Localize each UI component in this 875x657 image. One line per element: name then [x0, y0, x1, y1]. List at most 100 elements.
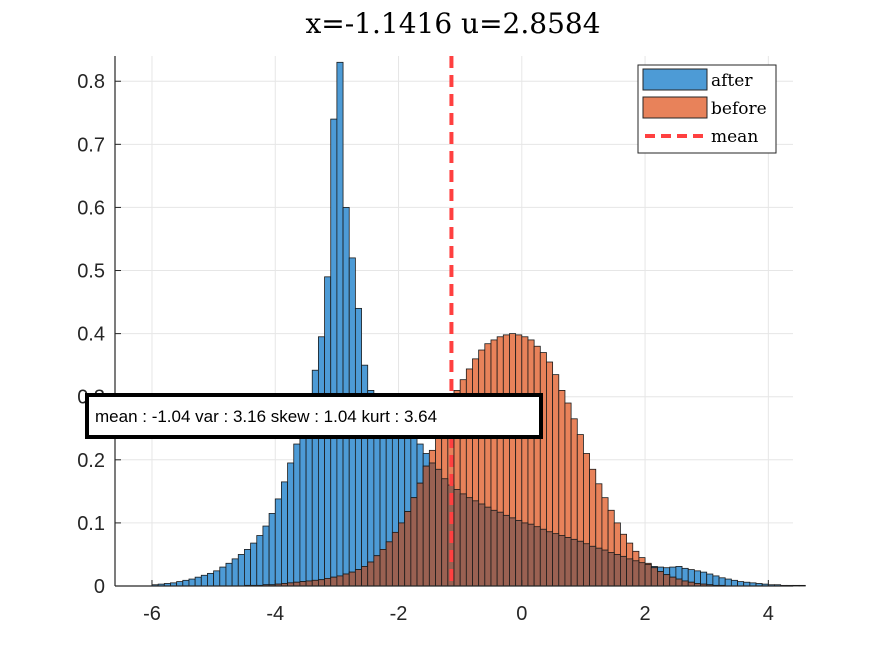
- bar-overlap-56: [496, 511, 504, 587]
- bar-after-93: [724, 578, 732, 587]
- bar-overlap-62: [533, 526, 541, 587]
- bar-overlap-86: [681, 580, 689, 587]
- bar-after-4: [176, 581, 184, 587]
- bar-overlap-27: [317, 579, 325, 587]
- bar-overlap-24: [299, 581, 307, 587]
- bar-overlap-43: [416, 482, 424, 587]
- bar-after-29: [330, 118, 338, 587]
- bar-overlap-49: [453, 489, 461, 587]
- legend-label-after: after: [711, 71, 753, 91]
- bar-after-19: [268, 513, 276, 587]
- bar-overlap-65: [552, 533, 560, 587]
- bar-after-16: [250, 542, 258, 587]
- bar-overlap-78: [632, 560, 640, 587]
- bar-after-13: [231, 558, 239, 587]
- bar-after-14: [237, 554, 245, 587]
- bar-after-90: [706, 573, 714, 587]
- legend-swatch-before: [642, 96, 708, 119]
- x-tick-label-0: -6: [143, 603, 161, 625]
- bar-overlap-36: [373, 555, 381, 587]
- stats-box-frame: [85, 393, 543, 439]
- bar-after-18: [262, 525, 270, 587]
- bar-overlap-67: [564, 537, 572, 587]
- bar-overlap-33: [354, 569, 362, 587]
- bar-after-105: [798, 584, 806, 587]
- bar-overlap-61: [527, 523, 535, 587]
- bar-overlap-81: [650, 567, 658, 587]
- bar-overlap-80: [644, 564, 652, 587]
- stats-text: mean : -1.04 var : 3.16 skew : 1.04 kurt…: [95, 407, 437, 426]
- bar-after-12: [225, 562, 233, 587]
- bar-overlap-63: [539, 528, 547, 587]
- bar-overlap-32: [348, 571, 356, 587]
- bar-after-20: [274, 498, 282, 587]
- axes: [114, 56, 793, 587]
- bar-overlap-30: [336, 575, 344, 587]
- bar-overlap-45: [428, 462, 436, 587]
- bar-overlap-70: [583, 543, 590, 587]
- bar-overlap-35: [367, 561, 375, 587]
- bar-overlap-83: [663, 574, 671, 587]
- x-tick-label-1: -4: [266, 603, 284, 625]
- overlap-series: [244, 462, 726, 587]
- bar-after-15: [244, 549, 252, 587]
- bar-overlap-82: [657, 571, 664, 587]
- bar-after-91: [712, 575, 720, 587]
- x-tick-label-5: 4: [763, 603, 774, 625]
- bar-overlap-44: [422, 465, 430, 587]
- legend-swatch-after: [642, 68, 708, 91]
- bar-overlap-84: [669, 576, 677, 587]
- bar-overlap-39: [391, 531, 399, 587]
- y-tick-label-4: 0.4: [77, 324, 105, 346]
- bar-overlap-25: [305, 580, 313, 587]
- bar-overlap-26: [311, 579, 319, 587]
- x-tick-label-2: -2: [390, 603, 408, 625]
- bar-after-11: [219, 566, 227, 587]
- bar-after-10: [213, 570, 221, 587]
- bar-overlap-77: [626, 558, 634, 587]
- bar-overlap-40: [398, 522, 406, 587]
- y-tick-label-1: 0.1: [77, 513, 105, 535]
- bar-overlap-68: [570, 538, 578, 587]
- bar-after-9: [207, 572, 215, 587]
- bar-overlap-79: [638, 562, 646, 587]
- bar-overlap-73: [601, 549, 609, 587]
- bar-overlap-64: [546, 531, 554, 587]
- bar-overlap-38: [385, 541, 393, 587]
- y-tick-label-6: 0.6: [77, 197, 105, 219]
- bar-after-94: [730, 579, 738, 587]
- bar-after-21: [281, 481, 288, 587]
- bar-overlap-71: [589, 545, 597, 587]
- bar-overlap-72: [595, 547, 603, 587]
- bar-overlap-41: [404, 511, 412, 587]
- legend: after before mean: [637, 64, 777, 154]
- bar-overlap-42: [410, 497, 418, 587]
- bar-after-5: [182, 579, 190, 587]
- bar-overlap-46: [435, 468, 443, 587]
- bar-after-24: [299, 420, 307, 587]
- bar-after-33: [354, 307, 362, 587]
- bar-overlap-34: [361, 566, 369, 587]
- bar-overlap-54: [484, 506, 492, 587]
- chart-title: x=-1.1416 u=2.8584: [305, 7, 600, 40]
- bar-overlap-74: [607, 552, 615, 587]
- y-tick-label-5: 0.5: [77, 261, 105, 283]
- bar-overlap-31: [342, 573, 350, 587]
- bar-overlap-57: [502, 514, 510, 587]
- bar-overlap-59: [515, 519, 523, 587]
- bar-after-23: [293, 443, 301, 587]
- bar-overlap-28: [324, 578, 332, 587]
- bar-after-17: [256, 535, 264, 587]
- bar-overlap-58: [509, 517, 517, 587]
- bar-overlap-52: [472, 500, 480, 587]
- bar-after-6: [188, 578, 196, 587]
- bar-after-30: [336, 61, 344, 587]
- y-tick-label-2: 0.2: [77, 450, 105, 472]
- y-tick-label-7: 0.7: [77, 134, 105, 156]
- y-tick-label-0: 0: [94, 576, 105, 598]
- bar-overlap-50: [459, 493, 467, 587]
- legend-label-before: before: [711, 99, 767, 119]
- y-tick-label-8: 0.8: [77, 71, 105, 93]
